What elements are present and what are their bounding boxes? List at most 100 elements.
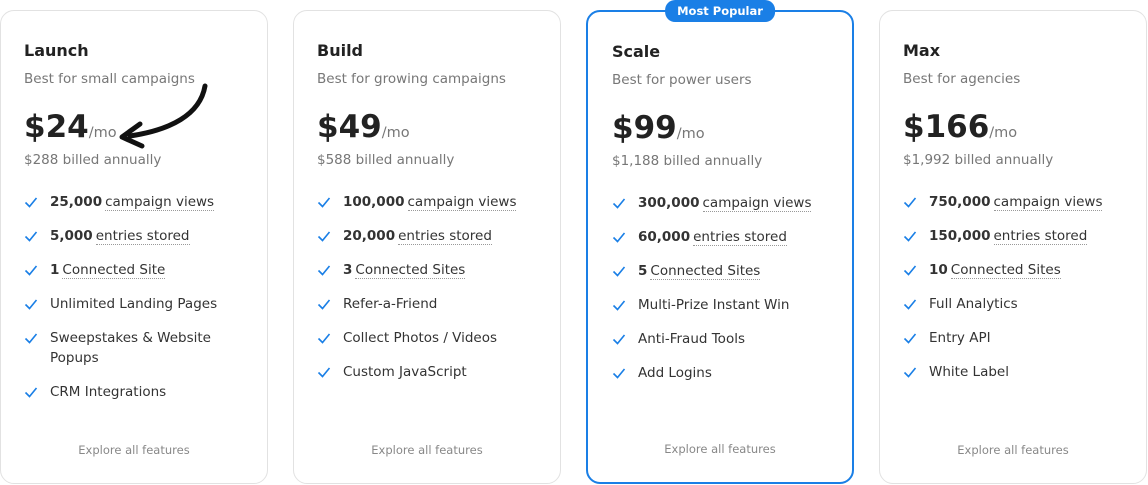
explore-link[interactable]: Explore all features	[78, 443, 190, 457]
feature-item: Entry API	[903, 328, 1128, 348]
plan-tagline: Best for small campaigns	[24, 71, 195, 87]
feature-list: 100,000 campaign views 20,000 entries store…	[317, 192, 542, 382]
feature-item: Unlimited Landing Pages	[24, 294, 249, 314]
feature-text-wrap: 1 Connected Site	[50, 260, 166, 280]
price-row: $24/mo	[24, 109, 249, 149]
price-period: /mo	[989, 125, 1018, 141]
feature-text-wrap: Refer-a-Friend	[343, 294, 437, 314]
arrow-annotation	[119, 83, 208, 149]
feature-item: 100,000 campaign views	[317, 192, 542, 212]
feature-text-wrap: 25,000 campaign views	[50, 192, 215, 212]
explore-link[interactable]: Explore all features	[957, 443, 1069, 457]
check-icon	[317, 367, 331, 378]
plan-card: Most Popular Scale Best for power users $99…	[586, 0, 854, 484]
feature-text-wrap: Unlimited Landing Pages	[50, 294, 217, 314]
feature-count: 5	[638, 263, 648, 279]
feature-item: Custom JavaScript	[317, 362, 542, 382]
check-icon	[24, 299, 38, 310]
feature-item: Collect Photos / Videos	[317, 328, 542, 348]
feature-text-wrap: 3 Connected Sites	[343, 260, 466, 280]
feature-item: White Label	[903, 362, 1128, 382]
feature-item: 5,000 entries stored	[24, 226, 249, 246]
feature-text: entries stored	[693, 229, 787, 246]
feature-text: Full Analytics	[929, 296, 1018, 312]
feature-text-wrap: 20,000 entries stored	[343, 226, 492, 246]
check-icon	[612, 300, 626, 311]
feature-text: Connected Sites	[950, 262, 1061, 279]
feature-text: entries stored	[95, 228, 190, 245]
price-row: $166/mo	[903, 109, 1128, 149]
check-icon	[24, 231, 38, 242]
feature-text: Add Logins	[638, 365, 712, 381]
explore-link[interactable]: Explore all features	[664, 442, 776, 456]
price-row: $49/mo	[317, 109, 542, 149]
feature-text-wrap: 10 Connected Sites	[929, 260, 1061, 280]
feature-item: 5 Connected Sites	[612, 261, 834, 281]
feature-item: Multi-Prize Instant Win	[612, 295, 834, 315]
price-period: /mo	[381, 125, 410, 141]
plan-card: Max Best for agencies $166/mo $1,992 billed…	[879, 10, 1147, 484]
check-icon	[903, 333, 917, 344]
plan-name: Launch	[24, 41, 89, 60]
check-icon	[24, 333, 38, 344]
feature-count: 10	[929, 262, 948, 278]
check-icon	[903, 367, 917, 378]
feature-text: Multi-Prize Instant Win	[638, 297, 790, 313]
plan-name: Scale	[612, 42, 661, 61]
feature-item: CRM Integrations	[24, 382, 249, 402]
feature-text: Unlimited Landing Pages	[50, 296, 218, 312]
price-row: $99/mo	[612, 110, 834, 150]
feature-text: Refer-a-Friend	[343, 296, 438, 312]
feature-text-wrap: 5,000 entries stored	[50, 226, 190, 246]
feature-text-wrap: Add Logins	[638, 363, 712, 383]
price-period: /mo	[676, 126, 705, 142]
check-icon	[24, 265, 38, 276]
plan-card: Build Best for growing campaigns $49/mo $58…	[293, 10, 561, 484]
feature-item: Anti-Fraud Tools	[612, 329, 834, 349]
explore-link[interactable]: Explore all features	[371, 443, 483, 457]
price: $24	[24, 109, 89, 145]
feature-item: 150,000 entries stored	[903, 226, 1128, 246]
feature-item: Sweepstakes & Website Popups	[24, 328, 249, 368]
feature-item: 60,000 entries stored	[612, 227, 834, 247]
check-icon	[317, 197, 331, 208]
feature-text-wrap: 150,000 entries stored	[929, 226, 1088, 246]
feature-text: White Label	[929, 364, 1009, 380]
feature-text: campaign views	[702, 195, 812, 212]
billed-annually: $588 billed annually	[317, 152, 455, 168]
feature-count: 3	[343, 262, 353, 278]
check-icon	[612, 368, 626, 379]
feature-text-wrap: White Label	[929, 362, 1009, 382]
plan-tagline: Best for growing campaigns	[317, 71, 506, 87]
feature-text: Custom JavaScript	[343, 364, 467, 380]
feature-text: Connected Site	[62, 262, 166, 279]
billed-annually: $288 billed annually	[24, 152, 162, 168]
check-icon	[903, 265, 917, 276]
feature-text: Anti-Fraud Tools	[638, 331, 745, 347]
check-icon	[612, 198, 626, 209]
feature-text: campaign views	[407, 194, 517, 211]
feature-text-wrap: CRM Integrations	[50, 382, 166, 402]
price: $49	[317, 109, 382, 145]
check-icon	[24, 197, 38, 208]
feature-item: 25,000 campaign views	[24, 192, 249, 212]
feature-text: Entry API	[929, 330, 991, 346]
feature-text-wrap: 750,000 campaign views	[929, 192, 1103, 212]
feature-count: 5,000	[50, 228, 93, 244]
feature-item: 3 Connected Sites	[317, 260, 542, 280]
price: $166	[903, 109, 990, 145]
feature-text: Connected Sites	[355, 262, 466, 279]
price: $99	[612, 110, 677, 146]
check-icon	[903, 231, 917, 242]
feature-count: 20,000	[343, 228, 396, 244]
check-icon	[612, 266, 626, 277]
feature-item: 20,000 entries stored	[317, 226, 542, 246]
feature-item: 10 Connected Sites	[903, 260, 1128, 280]
check-icon	[24, 387, 38, 398]
check-icon	[612, 334, 626, 345]
feature-list: 25,000 campaign views 5,000 entries stored 1…	[24, 192, 249, 402]
check-icon	[317, 265, 331, 276]
feature-count: 150,000	[929, 228, 991, 244]
check-icon	[317, 333, 331, 344]
